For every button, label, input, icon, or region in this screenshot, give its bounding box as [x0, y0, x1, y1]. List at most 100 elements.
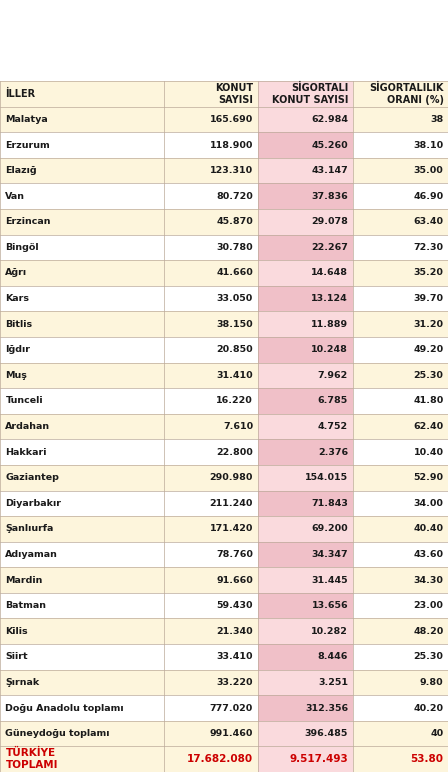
Text: 35.00: 35.00 — [414, 166, 444, 175]
Bar — [353, 439, 448, 465]
Text: 10.282: 10.282 — [311, 627, 348, 636]
Text: 7.610: 7.610 — [223, 422, 253, 431]
Text: 22.267: 22.267 — [311, 243, 348, 252]
Bar — [0, 618, 258, 644]
Text: 16.220: 16.220 — [216, 397, 253, 405]
Text: 20.850: 20.850 — [216, 345, 253, 354]
Text: 7.962: 7.962 — [318, 371, 348, 380]
Text: 59.430: 59.430 — [217, 601, 253, 610]
Text: 37.836: 37.836 — [311, 191, 348, 201]
Bar — [353, 542, 448, 567]
Text: 45.870: 45.870 — [216, 217, 253, 226]
Text: 38.150: 38.150 — [216, 320, 253, 329]
Text: Erzurum: Erzurum — [5, 141, 50, 150]
Text: 33.220: 33.220 — [217, 678, 253, 687]
Text: 71.843: 71.843 — [311, 499, 348, 508]
Text: 39.70: 39.70 — [414, 294, 444, 303]
Text: 22.800: 22.800 — [216, 448, 253, 456]
Text: Hakkari: Hakkari — [5, 448, 47, 456]
Bar — [258, 747, 353, 772]
Text: 171.420: 171.420 — [210, 524, 253, 533]
Text: Iğdır: Iğdır — [5, 345, 30, 354]
Bar — [258, 516, 353, 542]
Bar — [353, 235, 448, 260]
Text: 41.660: 41.660 — [216, 269, 253, 277]
Bar — [0, 439, 258, 465]
Bar — [0, 747, 258, 772]
Bar — [353, 593, 448, 618]
Text: Doğu Anadolu toplamı: Doğu Anadolu toplamı — [5, 703, 124, 713]
Bar — [353, 465, 448, 490]
Text: Adıyaman: Adıyaman — [5, 550, 58, 559]
Text: 9.80: 9.80 — [420, 678, 444, 687]
Text: 80.720: 80.720 — [216, 191, 253, 201]
Bar — [353, 311, 448, 337]
Text: 25.30: 25.30 — [414, 371, 444, 380]
Text: 23.00: 23.00 — [414, 601, 444, 610]
Text: 154.015: 154.015 — [305, 473, 348, 482]
Text: SİGORTALI
KONUT SAYISI: SİGORTALI KONUT SAYISI — [272, 83, 348, 105]
Text: 118.900: 118.900 — [210, 141, 253, 150]
Bar — [258, 157, 353, 184]
Text: 53.80: 53.80 — [410, 754, 444, 764]
Bar — [353, 388, 448, 414]
Bar — [0, 721, 258, 747]
Text: 3.251: 3.251 — [318, 678, 348, 687]
Bar — [353, 337, 448, 363]
Bar — [0, 311, 258, 337]
Text: Kars: Kars — [5, 294, 30, 303]
Bar — [258, 363, 353, 388]
Bar — [258, 81, 353, 107]
Bar — [0, 286, 258, 311]
Bar — [0, 669, 258, 696]
Text: Ağrı: Ağrı — [5, 269, 27, 277]
Bar — [353, 286, 448, 311]
Text: 31.20: 31.20 — [414, 320, 444, 329]
Text: 46.90: 46.90 — [414, 191, 444, 201]
Bar — [0, 157, 258, 184]
Text: 38: 38 — [430, 115, 444, 124]
Text: 43.147: 43.147 — [311, 166, 348, 175]
Bar — [353, 414, 448, 439]
Text: KONUT
SAYISI: KONUT SAYISI — [215, 83, 253, 105]
Bar — [258, 593, 353, 618]
Text: 48.20: 48.20 — [413, 627, 444, 636]
Text: 38.10: 38.10 — [414, 141, 444, 150]
Text: Elazığ: Elazığ — [5, 166, 37, 175]
Text: Erzincan: Erzincan — [5, 217, 51, 226]
Bar — [258, 414, 353, 439]
Text: Kilis: Kilis — [5, 627, 28, 636]
Text: 31.410: 31.410 — [216, 371, 253, 380]
Bar — [258, 311, 353, 337]
Bar — [0, 567, 258, 593]
Bar — [258, 260, 353, 286]
Text: 33.410: 33.410 — [217, 652, 253, 662]
Text: 4.752: 4.752 — [318, 422, 348, 431]
Text: 10.40: 10.40 — [414, 448, 444, 456]
Text: 6.785: 6.785 — [318, 397, 348, 405]
Text: 91.660: 91.660 — [216, 576, 253, 584]
Text: Malatya: Malatya — [5, 115, 48, 124]
Bar — [0, 516, 258, 542]
Text: 13.124: 13.124 — [311, 294, 348, 303]
Text: 62.984: 62.984 — [311, 115, 348, 124]
Text: Van: Van — [5, 191, 26, 201]
Text: 34.30: 34.30 — [414, 576, 444, 584]
Bar — [353, 157, 448, 184]
Text: SİGORTALILIK
ORANI (%): SİGORTALILIK ORANI (%) — [369, 83, 444, 105]
Text: 312.356: 312.356 — [305, 703, 348, 713]
Bar — [353, 747, 448, 772]
Text: 14.648: 14.648 — [311, 269, 348, 277]
Text: 63.40: 63.40 — [414, 217, 444, 226]
Bar — [0, 209, 258, 235]
Text: Tunceli: Tunceli — [5, 397, 43, 405]
Text: KONUT SAYISI VE SİGORTALI KONUTLAR: KONUT SAYISI VE SİGORTALI KONUTLAR — [54, 46, 394, 61]
Bar — [0, 414, 258, 439]
Bar — [353, 209, 448, 235]
Bar — [258, 439, 353, 465]
Text: Şırnak: Şırnak — [5, 678, 39, 687]
Bar — [258, 542, 353, 567]
Bar — [353, 107, 448, 132]
Bar — [0, 542, 258, 567]
Text: 165.690: 165.690 — [210, 115, 253, 124]
